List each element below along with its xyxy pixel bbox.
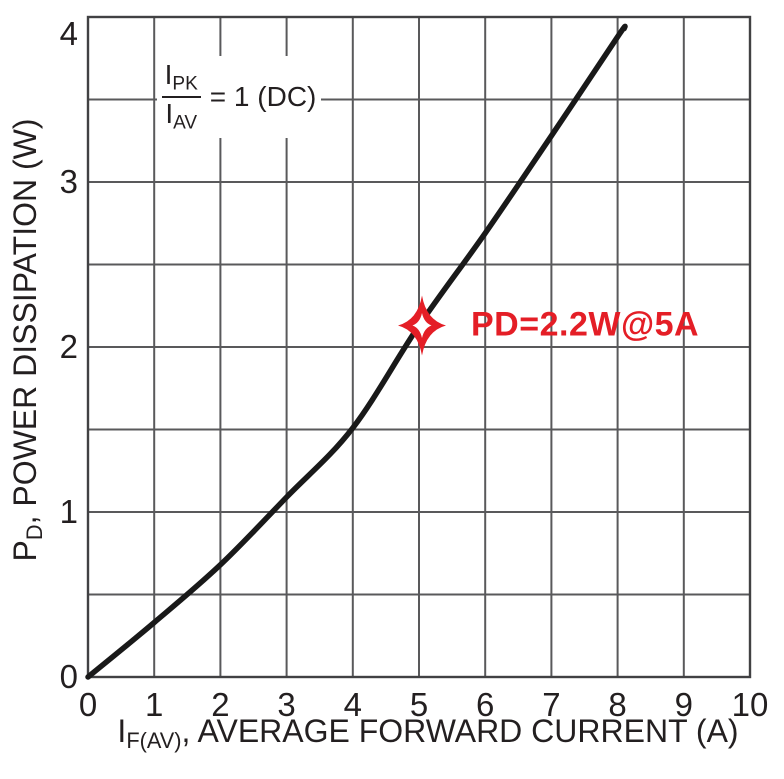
x-title-text: , AVERAGE FORWARD CURRENT (A) [181, 713, 739, 749]
x-tick-label: 6 [476, 686, 495, 723]
x-tick-label: 7 [542, 686, 561, 723]
y-tick-label: 3 [59, 163, 78, 200]
x-tick-label: 2 [211, 686, 230, 723]
ratio-value: = 1 (DC) [209, 81, 317, 112]
ratio-annotation: IPK IAV = 1 (DC) [157, 56, 321, 138]
x-axis-title: IF(AV), AVERAGE FORWARD CURRENT (A) [117, 712, 738, 760]
y-title-subscript: D [22, 524, 48, 541]
x-tick-label: 1 [145, 686, 164, 723]
ratio-denominator: IAV [161, 96, 201, 133]
y-tick-label: 0 [59, 658, 78, 695]
y-tick-label: 1 [59, 493, 78, 530]
y-title-text: , POWER DISSIPATION (W) [6, 118, 43, 525]
marker-label: PD=2.2W@5A [471, 305, 700, 344]
y-tick-label: 4 [59, 15, 78, 52]
x-tick-label: 10 [731, 686, 769, 723]
y-title-symbol: P [6, 540, 43, 562]
x-tick-label: 4 [343, 686, 362, 723]
ratio-fraction: IPK IAV [161, 59, 201, 133]
x-tick-label: 8 [608, 686, 627, 723]
x-title-symbol: I [117, 713, 127, 749]
x-tick-label: 3 [277, 686, 296, 723]
x-tick-label: 5 [409, 686, 429, 723]
power-curve [85, 23, 628, 680]
ratio-numerator: IPK [164, 59, 198, 95]
x-tick-label: 0 [78, 686, 98, 723]
plot-border [86, 15, 752, 679]
x-tick-label: 9 [674, 686, 693, 723]
y-axis-title: PD, POWER DISSIPATION (W) [6, 119, 54, 562]
x-title-subscript: F(AV) [126, 728, 182, 754]
marker-star-inner [412, 313, 432, 339]
y-tick-label: 2 [59, 328, 78, 365]
